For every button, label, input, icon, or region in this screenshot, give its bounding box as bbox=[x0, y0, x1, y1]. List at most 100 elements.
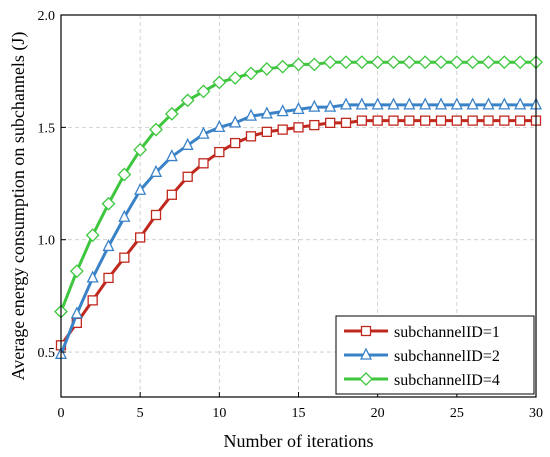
data-point bbox=[213, 119, 226, 133]
series-2 bbox=[54, 97, 543, 359]
data-point bbox=[403, 97, 416, 110]
data-point bbox=[324, 99, 337, 112]
legend-item-2: subchannelID=2 bbox=[344, 347, 500, 365]
data-point bbox=[212, 75, 227, 90]
data-point bbox=[309, 119, 320, 131]
data-point bbox=[261, 126, 272, 137]
legend-marker bbox=[360, 325, 372, 337]
data-point bbox=[434, 55, 448, 70]
data-point bbox=[119, 252, 130, 263]
x-tick-label: 10 bbox=[212, 406, 226, 421]
data-point bbox=[86, 270, 99, 283]
data-point bbox=[292, 101, 305, 115]
data-point bbox=[307, 57, 322, 72]
data-point bbox=[230, 137, 241, 149]
data-point bbox=[420, 115, 431, 126]
data-point bbox=[355, 97, 368, 110]
data-point bbox=[150, 209, 162, 221]
data-point bbox=[481, 55, 496, 70]
x-tick-label: 30 bbox=[529, 406, 543, 421]
data-point bbox=[450, 97, 463, 110]
data-point bbox=[325, 117, 336, 129]
data-point bbox=[214, 146, 225, 158]
data-point bbox=[85, 228, 100, 243]
data-point bbox=[418, 55, 433, 70]
data-point bbox=[293, 122, 304, 133]
data-point bbox=[356, 115, 367, 126]
data-point bbox=[372, 115, 383, 126]
data-point bbox=[69, 264, 84, 279]
data-point bbox=[244, 66, 258, 81]
data-point bbox=[451, 115, 462, 126]
data-point bbox=[149, 122, 163, 137]
x-tick-label: 20 bbox=[371, 406, 385, 421]
x-tick-label: 0 bbox=[58, 406, 65, 421]
x-tick-label: 5 bbox=[137, 406, 144, 421]
data-point bbox=[497, 55, 512, 70]
legend-item-3: subchannelID=4 bbox=[344, 372, 500, 389]
data-point bbox=[259, 62, 274, 76]
data-point bbox=[371, 97, 384, 110]
data-point bbox=[404, 115, 415, 126]
data-point bbox=[117, 167, 132, 182]
data-point bbox=[370, 55, 385, 70]
data-point bbox=[308, 99, 321, 112]
y-tick-label: 1.0 bbox=[38, 234, 56, 249]
data-point bbox=[196, 84, 211, 99]
data-point bbox=[277, 124, 288, 135]
data-point bbox=[483, 115, 494, 126]
data-point bbox=[182, 171, 193, 182]
data-point bbox=[245, 131, 257, 142]
data-point bbox=[87, 295, 98, 306]
data-point bbox=[498, 97, 511, 110]
data-point bbox=[244, 108, 258, 121]
data-point bbox=[419, 97, 432, 110]
y-axis-title: Average energy consumption on subchannel… bbox=[8, 32, 29, 381]
data-point bbox=[339, 55, 353, 70]
data-point bbox=[134, 182, 147, 195]
data-point bbox=[402, 55, 417, 70]
y-tick-label: 1.5 bbox=[38, 121, 56, 136]
data-point bbox=[101, 196, 116, 211]
ticks: 0 5 10 15 20 25 30 0.5 1.0 1.5 2.0 bbox=[38, 9, 544, 421]
data-point bbox=[229, 115, 242, 128]
data-point bbox=[323, 55, 338, 70]
data-point bbox=[165, 149, 178, 162]
data-point bbox=[103, 272, 114, 284]
legend-label: subchannelID=1 bbox=[394, 324, 500, 341]
data-point bbox=[466, 97, 479, 110]
data-point bbox=[482, 97, 495, 110]
data-point bbox=[198, 158, 209, 169]
data-point bbox=[339, 97, 353, 110]
legend-label: subchannelID=4 bbox=[394, 372, 500, 389]
data-point bbox=[70, 306, 83, 319]
data-point bbox=[513, 55, 528, 70]
data-point bbox=[180, 93, 195, 108]
data-point bbox=[291, 57, 306, 72]
x-tick-label: 25 bbox=[450, 406, 464, 421]
data-point bbox=[387, 97, 400, 110]
series-3 bbox=[54, 55, 543, 319]
x-tick-label: 15 bbox=[292, 406, 306, 421]
legend-marker bbox=[359, 347, 373, 360]
data-point bbox=[449, 55, 464, 70]
data-point bbox=[276, 104, 289, 117]
x-axis-title: Number of iterations bbox=[224, 431, 374, 451]
data-point bbox=[514, 97, 527, 110]
data-point bbox=[102, 238, 115, 252]
data-point bbox=[166, 189, 177, 200]
data-point bbox=[515, 115, 526, 126]
data-point bbox=[149, 164, 163, 177]
data-point bbox=[118, 209, 131, 222]
data-point bbox=[164, 106, 179, 121]
data-point bbox=[465, 55, 480, 70]
legend-marker bbox=[359, 372, 373, 386]
data-point bbox=[388, 115, 399, 126]
series-1 bbox=[55, 115, 542, 351]
data-point bbox=[260, 106, 273, 119]
legend-label: subchannelID=2 bbox=[394, 348, 500, 365]
data-point bbox=[499, 115, 510, 126]
legend: subchannelID=1 subchannelID=2 subchannelID… bbox=[335, 315, 535, 395]
